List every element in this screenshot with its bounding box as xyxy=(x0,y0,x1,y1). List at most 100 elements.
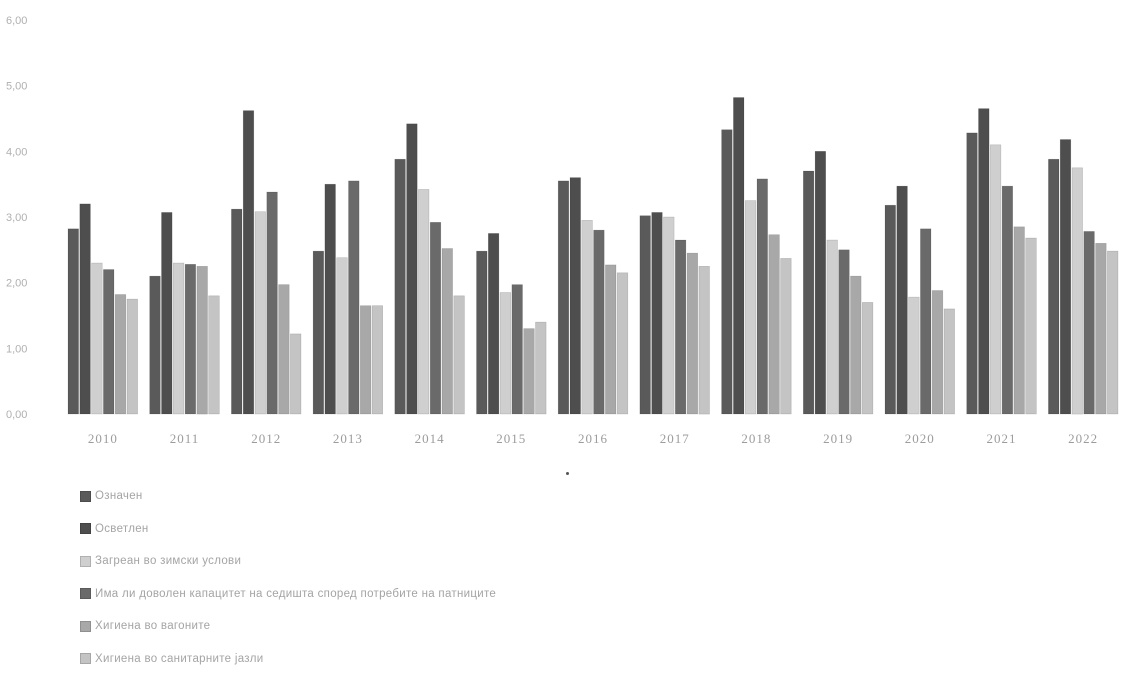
bar xyxy=(920,229,931,414)
legend-swatch xyxy=(80,653,91,664)
bar xyxy=(185,264,196,414)
bar xyxy=(430,222,441,414)
legend-swatch xyxy=(80,621,91,632)
legend-swatch xyxy=(80,523,91,534)
bar xyxy=(769,235,780,414)
legend-label: Загреан во зимски услови xyxy=(95,555,241,567)
bar xyxy=(127,299,138,414)
bar xyxy=(313,251,324,414)
stray-dot xyxy=(566,472,569,475)
bar xyxy=(524,329,535,414)
bar xyxy=(80,204,91,414)
y-axis: 0,001,002,003,004,005,006,00 xyxy=(6,15,27,421)
bar xyxy=(255,212,266,414)
bar xyxy=(103,270,114,415)
bar xyxy=(267,192,278,414)
legend-label: Хигиена во санитарните јазли xyxy=(95,653,263,665)
legend-swatch xyxy=(80,491,91,502)
y-tick-label: 3,00 xyxy=(6,212,27,224)
bar xyxy=(372,306,383,414)
bar xyxy=(279,285,290,414)
legend-item: Хигиена во вагоните xyxy=(80,610,496,643)
y-tick-label: 1,00 xyxy=(6,343,27,355)
bar xyxy=(173,263,184,414)
bar xyxy=(687,253,698,414)
bar xyxy=(442,249,453,415)
y-tick-label: 5,00 xyxy=(6,81,27,93)
bar xyxy=(337,258,348,414)
legend-swatch xyxy=(80,588,91,599)
bar xyxy=(150,276,161,414)
bar xyxy=(815,151,826,414)
x-tick-label: 2015 xyxy=(496,431,526,446)
bar xyxy=(979,109,990,414)
bar xyxy=(197,266,208,414)
legend: Означен Осветлен Загреан во зимски услови И… xyxy=(80,480,496,675)
bar xyxy=(862,302,873,414)
bar xyxy=(932,291,943,415)
bar xyxy=(1026,238,1037,414)
legend-label: Има ли доволен капацитет на седишта спор… xyxy=(95,588,496,600)
bar xyxy=(839,250,850,414)
x-tick-label: 2011 xyxy=(170,431,200,446)
x-tick-label: 2017 xyxy=(660,431,690,446)
bar xyxy=(290,334,301,414)
bar xyxy=(162,212,173,414)
bar xyxy=(803,171,814,414)
bar xyxy=(454,296,465,414)
legend-item: Осветлен xyxy=(80,513,496,546)
legend-label: Хигиена во вагоните xyxy=(95,620,210,632)
bar xyxy=(1107,251,1118,414)
bar xyxy=(827,240,838,414)
bar xyxy=(558,181,569,414)
y-tick-label: 6,00 xyxy=(6,15,27,27)
bar xyxy=(570,178,581,414)
bar xyxy=(990,145,1001,414)
x-tick-label: 2018 xyxy=(741,431,771,446)
bar xyxy=(512,285,523,414)
bar xyxy=(1002,186,1013,414)
x-tick-label: 2013 xyxy=(333,431,363,446)
x-tick-label: 2019 xyxy=(823,431,853,446)
bar xyxy=(733,98,744,415)
bar xyxy=(757,179,768,414)
bar xyxy=(617,273,628,414)
bar xyxy=(582,220,593,414)
bar xyxy=(885,205,896,414)
bar xyxy=(664,217,675,414)
legend-item: Хигиена во санитарните јазли xyxy=(80,643,496,675)
bar xyxy=(395,159,406,414)
bar xyxy=(909,297,920,414)
bar xyxy=(536,322,547,414)
bar xyxy=(209,296,220,414)
bar xyxy=(722,130,733,414)
bar xyxy=(967,133,978,414)
bar xyxy=(500,293,511,415)
bar xyxy=(605,265,616,414)
bar xyxy=(851,276,862,414)
bar xyxy=(781,258,792,414)
legend-label: Означен xyxy=(95,490,143,502)
bar xyxy=(231,209,242,414)
y-tick-label: 2,00 xyxy=(6,278,27,290)
bar xyxy=(1084,231,1095,414)
bar xyxy=(407,124,418,414)
bar xyxy=(675,240,686,414)
bar xyxy=(1072,168,1083,414)
legend-swatch xyxy=(80,556,91,567)
bar xyxy=(115,295,126,415)
bar xyxy=(1014,227,1025,414)
bar xyxy=(594,230,605,414)
x-tick-label: 2010 xyxy=(88,431,118,446)
bar xyxy=(944,309,955,414)
bar xyxy=(418,189,429,414)
bar xyxy=(92,263,103,414)
bar xyxy=(243,111,254,414)
x-tick-label: 2014 xyxy=(415,431,445,446)
x-tick-label: 2016 xyxy=(578,431,608,446)
bar xyxy=(360,306,371,414)
bar xyxy=(652,212,663,414)
bar xyxy=(1096,243,1107,414)
